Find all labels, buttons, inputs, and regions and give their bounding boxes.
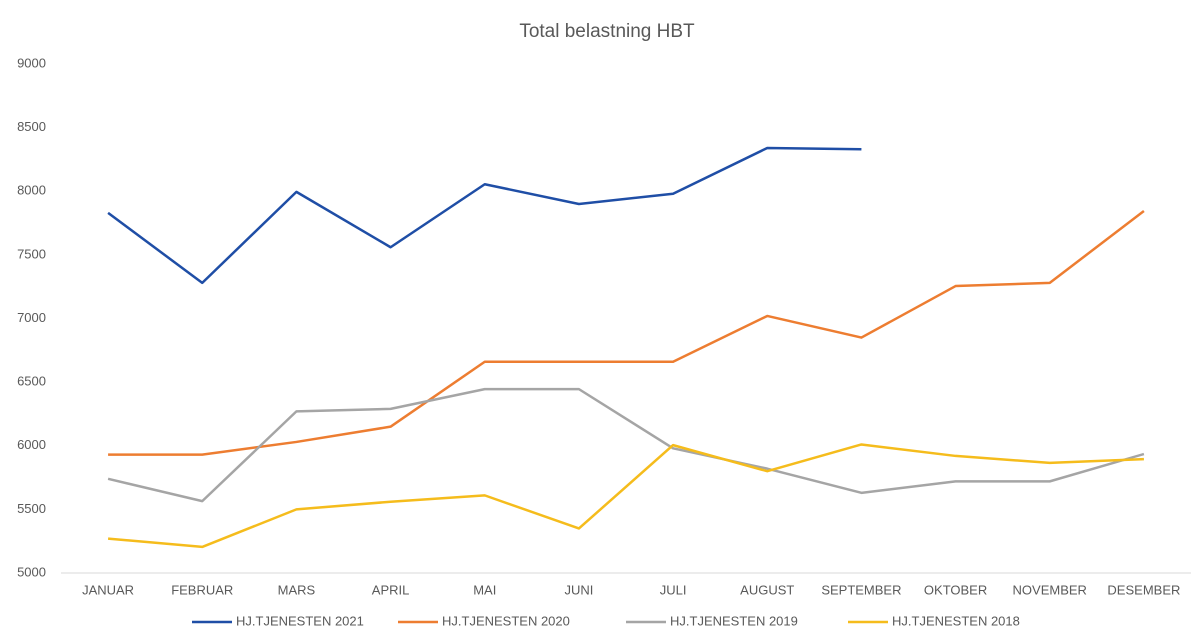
x-tick-label: OKTOBER bbox=[924, 582, 987, 597]
series-line bbox=[108, 209, 1145, 456]
x-tick-label: AUGUST bbox=[740, 582, 794, 597]
y-tick-label: 7000 bbox=[17, 310, 46, 325]
series-line bbox=[107, 146, 862, 285]
x-tick-label: DESEMBER bbox=[1107, 582, 1180, 597]
x-tick-label: MARS bbox=[278, 582, 316, 597]
legend-label: HJ.TJENESTEN 2021 bbox=[236, 613, 364, 628]
y-tick-label: 5500 bbox=[17, 501, 46, 516]
x-tick-label: SEPTEMBER bbox=[821, 582, 901, 597]
y-tick-label: 8500 bbox=[17, 119, 46, 134]
y-tick-label: 6500 bbox=[17, 374, 46, 389]
legend-label: HJ.TJENESTEN 2018 bbox=[892, 613, 1020, 628]
chart-title: Total belastning HBT bbox=[519, 21, 695, 42]
series-line bbox=[107, 443, 1144, 549]
y-tick-label: 7500 bbox=[17, 246, 46, 261]
y-tick-label: 8000 bbox=[17, 183, 46, 198]
y-tick-label: 5000 bbox=[17, 564, 46, 579]
x-tick-label: JANUAR bbox=[82, 582, 134, 597]
x-tick-label: JUNI bbox=[564, 582, 593, 597]
y-tick-label: 6000 bbox=[17, 437, 46, 452]
x-tick-label: JULI bbox=[660, 582, 687, 597]
x-tick-label: FEBRUAR bbox=[171, 582, 233, 597]
x-tick-label: APRIL bbox=[372, 582, 410, 597]
legend-label: HJ.TJENESTEN 2020 bbox=[442, 613, 570, 628]
series-line bbox=[107, 387, 1145, 503]
y-tick-label: 9000 bbox=[17, 55, 46, 70]
legend-label: HJ.TJENESTEN 2019 bbox=[670, 613, 798, 628]
x-tick-label: MAI bbox=[473, 582, 496, 597]
x-tick-label: NOVEMBER bbox=[1013, 582, 1087, 597]
